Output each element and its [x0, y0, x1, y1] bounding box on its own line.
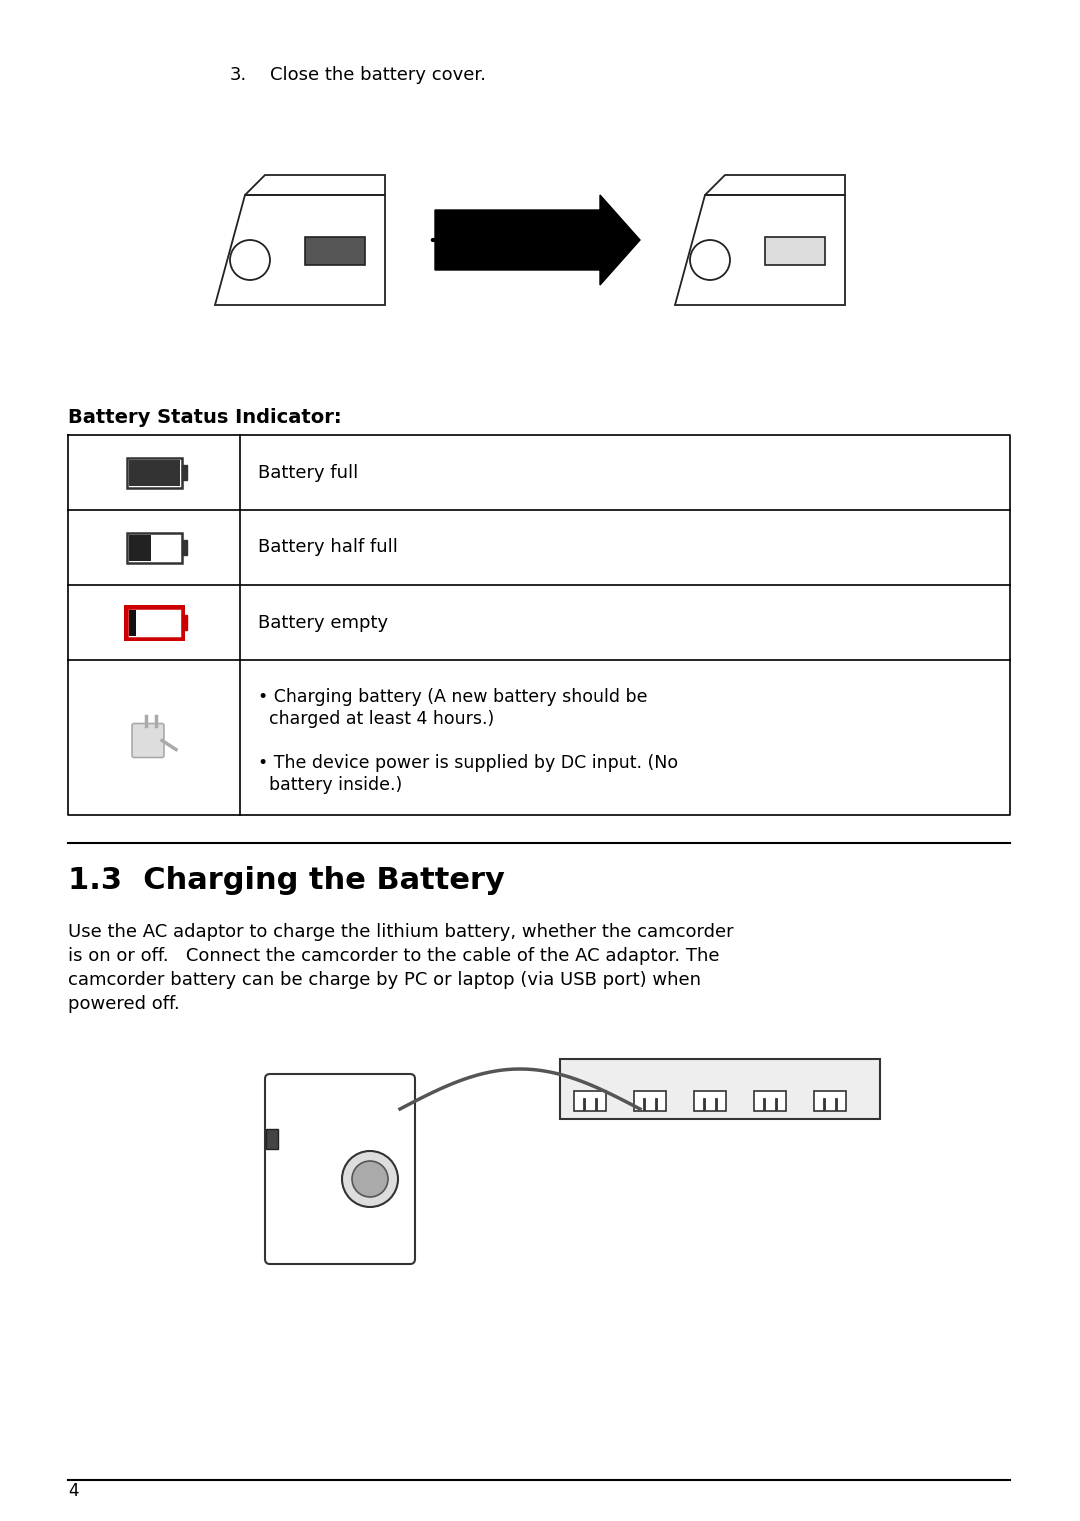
Bar — [126, 532, 181, 563]
Text: Battery Status Indicator:: Battery Status Indicator: — [68, 408, 341, 427]
Bar — [694, 1091, 726, 1110]
Text: Close the battery cover.: Close the battery cover. — [270, 65, 486, 84]
Bar — [181, 465, 187, 481]
Bar — [814, 1091, 846, 1110]
Text: Battery full: Battery full — [258, 464, 359, 482]
Bar — [754, 1091, 786, 1110]
Text: • The device power is supplied by DC input. (No: • The device power is supplied by DC inp… — [258, 754, 678, 773]
Text: battery inside.): battery inside.) — [258, 776, 402, 794]
Bar — [123, 604, 185, 640]
Text: camcorder battery can be charge by PC or laptop (via USB port) when: camcorder battery can be charge by PC or… — [68, 970, 701, 989]
Bar — [573, 1091, 606, 1110]
Text: 4: 4 — [68, 1481, 79, 1500]
Bar — [561, 1059, 880, 1119]
Circle shape — [342, 1151, 399, 1208]
Bar — [266, 1129, 278, 1148]
Polygon shape — [435, 195, 640, 284]
Bar — [181, 540, 187, 555]
Text: • Charging battery (A new battery should be: • Charging battery (A new battery should… — [258, 687, 648, 706]
Circle shape — [352, 1161, 388, 1197]
Bar — [126, 607, 181, 637]
Text: Battery empty: Battery empty — [258, 613, 388, 631]
Bar — [634, 1091, 666, 1110]
FancyBboxPatch shape — [132, 724, 164, 757]
Bar — [126, 458, 181, 488]
Text: Use the AC adaptor to charge the lithium battery, whether the camcorder: Use the AC adaptor to charge the lithium… — [68, 923, 733, 941]
Bar — [181, 614, 187, 630]
Bar — [129, 534, 151, 561]
FancyBboxPatch shape — [265, 1074, 415, 1264]
Text: 3.: 3. — [230, 65, 247, 84]
Bar — [129, 610, 136, 636]
Bar — [305, 237, 365, 265]
Text: 1.3  Charging the Battery: 1.3 Charging the Battery — [68, 865, 504, 894]
Text: is on or off.   Connect the camcorder to the cable of the AC adaptor. The: is on or off. Connect the camcorder to t… — [68, 948, 719, 964]
Text: charged at least 4 hours.): charged at least 4 hours.) — [258, 710, 495, 729]
Text: powered off.: powered off. — [68, 995, 179, 1013]
Text: Battery half full: Battery half full — [258, 538, 397, 557]
Bar — [129, 459, 179, 485]
FancyArrowPatch shape — [433, 228, 612, 251]
Bar — [765, 237, 825, 265]
